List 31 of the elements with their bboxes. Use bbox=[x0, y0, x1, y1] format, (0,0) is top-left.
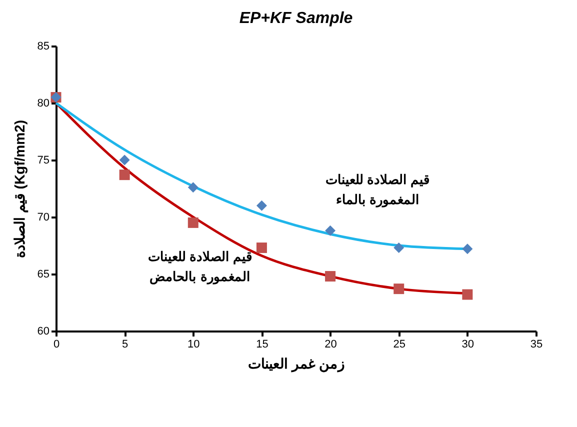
y-tick-label: 85 bbox=[37, 40, 50, 52]
point bbox=[119, 170, 130, 180]
point bbox=[394, 242, 404, 254]
y-tick-label: 80 bbox=[37, 98, 50, 110]
chart-title: EP+KF Sample bbox=[239, 10, 353, 27]
y-axis-title: قيم الصلادة (Kgf/mm2) bbox=[11, 120, 28, 258]
x-tick-label: 10 bbox=[188, 338, 200, 350]
x-axis-title: زمن غمر العينات bbox=[248, 356, 345, 372]
point bbox=[256, 200, 267, 211]
series-label: قيم الصلادة للعينات المغمورة بالماء bbox=[325, 172, 430, 208]
x-tick-label: 35 bbox=[530, 338, 543, 350]
x-tick-label: 15 bbox=[256, 338, 268, 350]
point bbox=[325, 271, 336, 282]
point bbox=[462, 244, 473, 254]
point bbox=[119, 154, 130, 166]
x-tick-label: 20 bbox=[324, 338, 337, 350]
x-tick-label: 25 bbox=[393, 338, 406, 350]
point bbox=[325, 225, 336, 236]
x-tick-label: 30 bbox=[462, 338, 474, 350]
point bbox=[256, 242, 267, 254]
point bbox=[394, 284, 404, 294]
point bbox=[188, 182, 198, 193]
y-tick-label: 75 bbox=[37, 154, 50, 166]
y-tick-label: 60 bbox=[37, 326, 50, 338]
point bbox=[462, 289, 473, 300]
x-tick-label: 5 bbox=[122, 338, 128, 350]
point bbox=[188, 217, 198, 228]
y-tick-label: 70 bbox=[37, 212, 50, 224]
y-tick-label: 65 bbox=[37, 268, 50, 280]
series-label: قيم الصلادة للعينات المغمورة بالحامض bbox=[148, 248, 252, 285]
x-tick-label: 0 bbox=[53, 338, 60, 350]
